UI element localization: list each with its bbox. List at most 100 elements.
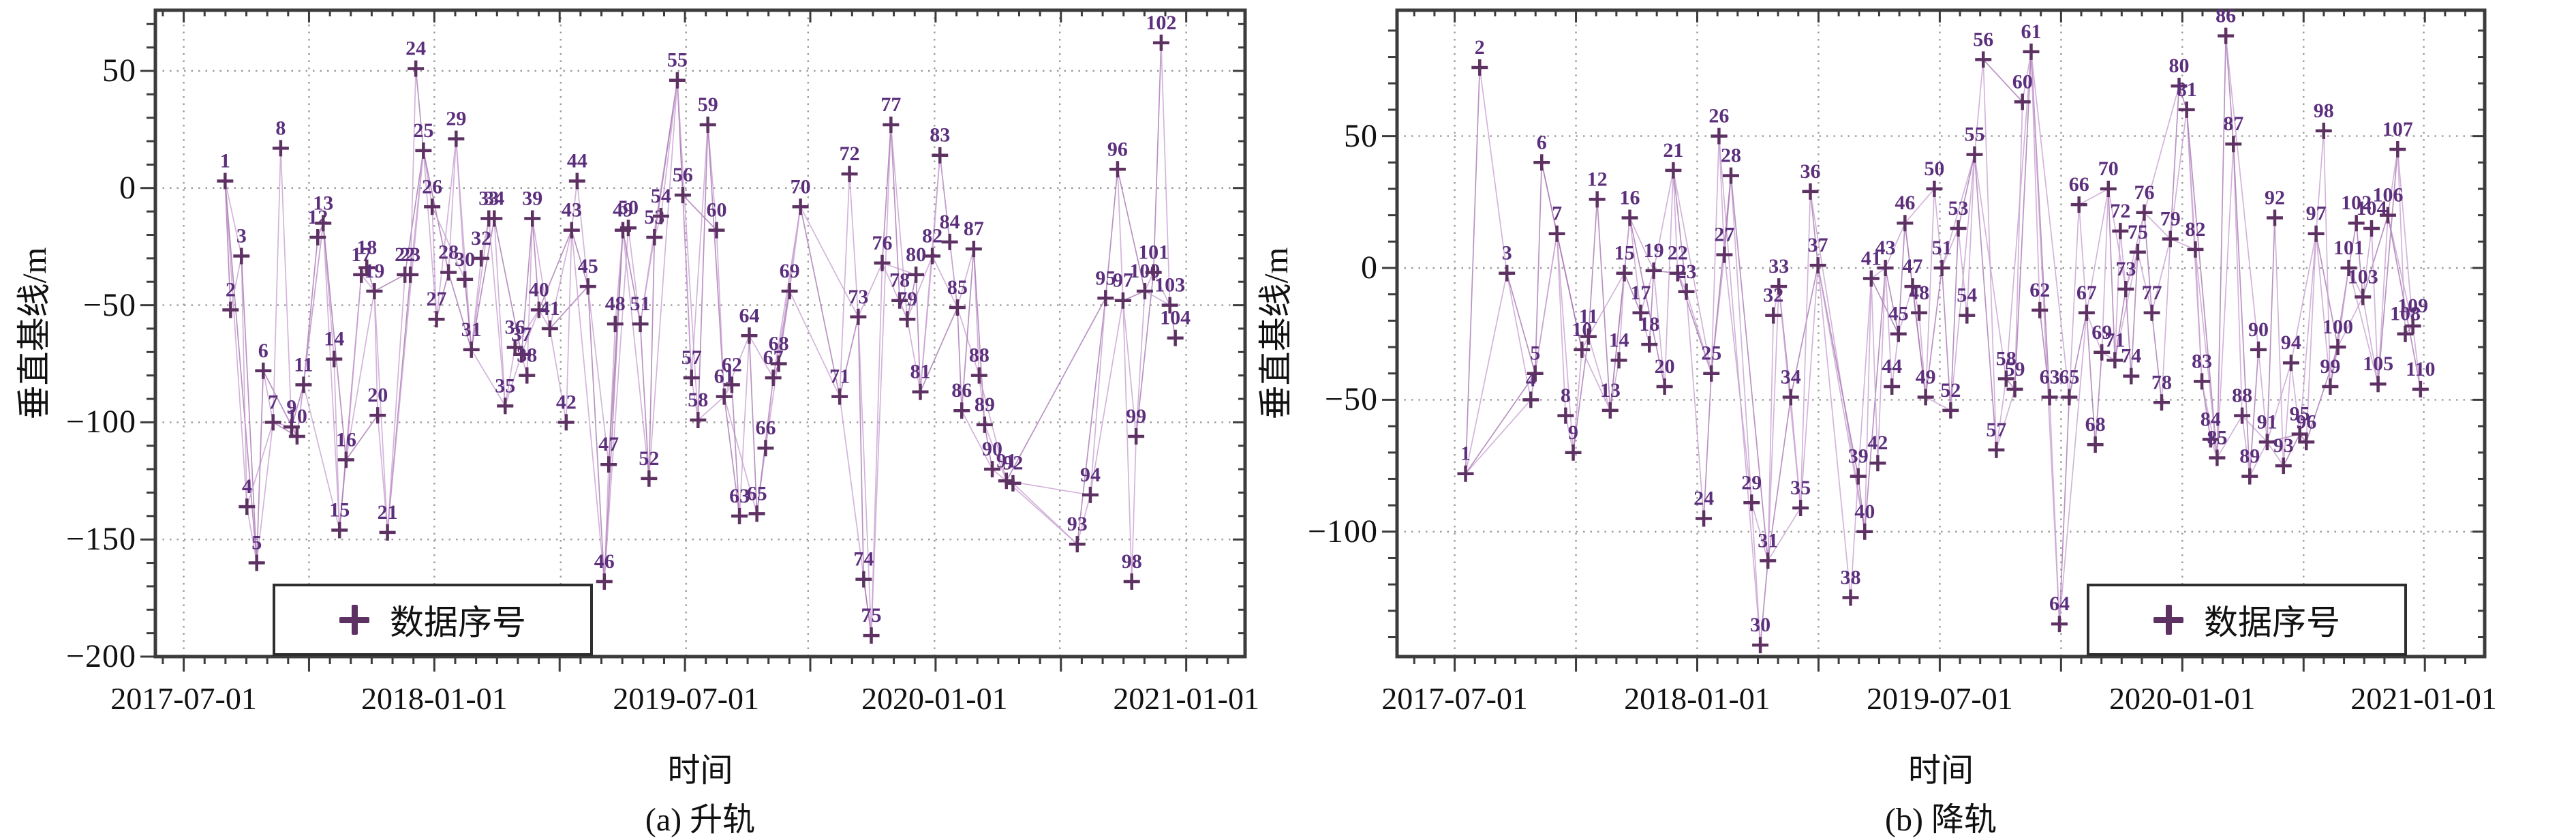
baseline-edge <box>2348 267 2364 297</box>
data-point-label: 77 <box>880 93 901 116</box>
data-point-marker <box>699 117 716 134</box>
data-point-marker <box>2014 93 2031 110</box>
baseline-edge <box>435 138 457 320</box>
baseline-edge <box>224 181 258 563</box>
data-point-label: 16 <box>336 428 356 451</box>
x-tick-label: 2020-01-01 <box>2109 681 2256 716</box>
data-point-marker <box>1580 328 1597 345</box>
data-point-label: 52 <box>639 447 659 470</box>
data-point-marker <box>1877 260 1894 276</box>
baseline-edge <box>2397 149 2406 334</box>
baseline-edge <box>881 124 892 263</box>
data-point-label: 62 <box>2029 279 2050 301</box>
baseline-edge <box>2086 188 2109 313</box>
data-point-label: 20 <box>367 384 388 406</box>
baseline-edge <box>1966 154 1976 316</box>
data-point-label: 9 <box>1568 421 1578 444</box>
baseline-edge <box>2030 51 2060 625</box>
baseline-edge <box>1941 154 1976 269</box>
data-point-marker <box>1097 290 1114 307</box>
baseline-edge <box>345 274 363 460</box>
baseline-edge <box>1506 273 1536 374</box>
data-point-marker <box>1136 282 1153 299</box>
data-point-label: 2 <box>226 278 236 301</box>
data-point-label: 100 <box>2322 316 2353 338</box>
data-point-label: 43 <box>562 199 582 222</box>
data-point-label: 95 <box>2290 403 2310 425</box>
baseline-edge <box>1465 273 1508 474</box>
data-point-label: 108 <box>2390 303 2421 325</box>
baseline-edge <box>1957 228 1968 316</box>
caption-descending: (b) 降轨 <box>1885 802 1997 838</box>
baseline-edge <box>1596 199 1611 410</box>
baseline-edge <box>280 148 292 427</box>
baseline-edge <box>576 181 589 287</box>
baseline-edge <box>1465 399 1531 475</box>
data-point-label: 88 <box>969 344 990 367</box>
data-point-marker <box>1856 523 1873 540</box>
baseline-edge <box>2143 212 2171 240</box>
baseline-edge <box>1122 300 1133 582</box>
baseline-edge <box>1790 397 1801 509</box>
data-point-label: 41 <box>1861 247 1882 269</box>
data-point-label: 64 <box>2049 592 2070 615</box>
data-point-marker <box>326 350 343 368</box>
baseline-edge <box>1800 265 1819 509</box>
data-point-label: 63 <box>2040 366 2060 389</box>
baseline-edge <box>2290 233 2317 363</box>
data-point-label: 49 <box>613 199 633 222</box>
baseline-edge <box>1751 502 1761 646</box>
data-point-marker <box>2298 434 2315 451</box>
data-point-label: 97 <box>1113 269 1133 292</box>
baseline-edge <box>1817 265 1852 598</box>
data-point-marker <box>2234 407 2251 424</box>
data-point-label: 35 <box>1790 477 1811 499</box>
baseline-edge <box>1711 136 1720 374</box>
data-point-label: 31 <box>1758 529 1778 552</box>
baseline-edge <box>2249 441 2268 477</box>
baseline-edge <box>1588 336 1611 411</box>
data-point-label: 85 <box>947 276 968 299</box>
data-point-marker <box>1950 220 1967 237</box>
baseline-edge <box>1012 483 1078 545</box>
baseline-edge <box>2299 233 2317 434</box>
baseline-edge <box>1871 278 1899 335</box>
baseline-edge <box>2225 35 2259 350</box>
data-point-label: 76 <box>872 232 893 254</box>
data-point-label: 86 <box>951 379 972 402</box>
data-point-label: 103 <box>1154 274 1185 297</box>
data-point-marker <box>932 147 949 164</box>
data-point-label: 78 <box>2151 371 2172 393</box>
baseline-edge <box>1506 273 1532 400</box>
data-point-marker <box>1114 292 1131 309</box>
data-point-label: 19 <box>1644 239 1664 262</box>
plus-marker-icon <box>339 605 369 635</box>
plus-marker-icon <box>2153 605 2183 635</box>
baseline-edge <box>978 375 985 425</box>
baseline-edge <box>2397 149 2414 327</box>
data-point-marker <box>1152 34 1169 51</box>
caption-ascending: (a) 升轨 <box>645 802 756 838</box>
baseline-edge <box>1918 312 1927 397</box>
data-point-marker <box>863 627 880 644</box>
data-point-marker <box>222 301 239 318</box>
data-point-marker <box>1069 536 1086 553</box>
data-point-label: 86 <box>2215 5 2236 27</box>
baseline-edge <box>303 237 319 385</box>
data-point-label: 96 <box>1107 138 1128 160</box>
data-point-label: 98 <box>2314 100 2334 122</box>
baseline-edge <box>1572 336 1589 453</box>
data-point-label: 33 <box>478 187 499 209</box>
legend-descending: 数据序号 <box>2087 584 2407 656</box>
baseline-edge <box>1897 223 1906 334</box>
data-point-marker <box>2070 196 2087 213</box>
baseline-edge <box>2014 51 2032 389</box>
baseline-edge <box>373 290 388 532</box>
data-point-marker <box>2329 339 2346 356</box>
data-point-marker <box>283 419 300 436</box>
baseline-edge <box>2282 363 2292 466</box>
data-point-marker <box>448 130 465 147</box>
data-point-marker <box>1760 552 1777 569</box>
baseline-edge <box>1800 191 1811 509</box>
baseline-edge <box>1685 291 1704 519</box>
